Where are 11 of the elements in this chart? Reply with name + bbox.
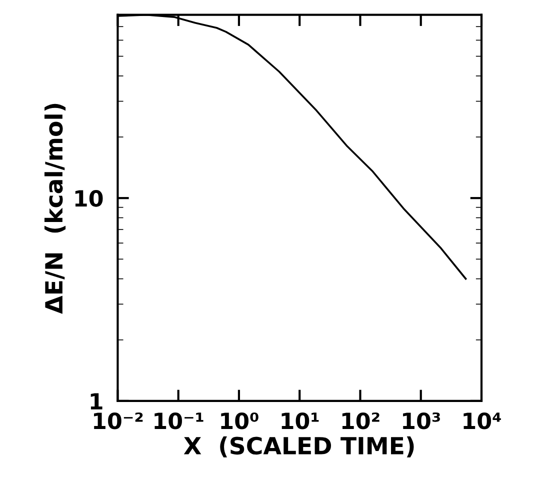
x-tick-label: 10⁻¹ xyxy=(154,412,204,430)
x-axis-title: X (SCALED TIME) xyxy=(184,436,414,458)
y-tick-label: 10 xyxy=(75,190,103,207)
x-tick-label: 10³ xyxy=(403,412,440,430)
x-tick-label: 10⁰ xyxy=(221,412,258,430)
x-tick-label: 10¹ xyxy=(282,412,319,430)
x-tick-label: 10⁻² xyxy=(94,412,143,430)
y-axis-title: ΔE/N (kcal/mol) xyxy=(44,104,66,314)
x-tick-label: 10² xyxy=(342,412,380,430)
y-tick-label: 1 xyxy=(90,393,102,410)
x-tick-label: 10⁴ xyxy=(464,412,501,430)
